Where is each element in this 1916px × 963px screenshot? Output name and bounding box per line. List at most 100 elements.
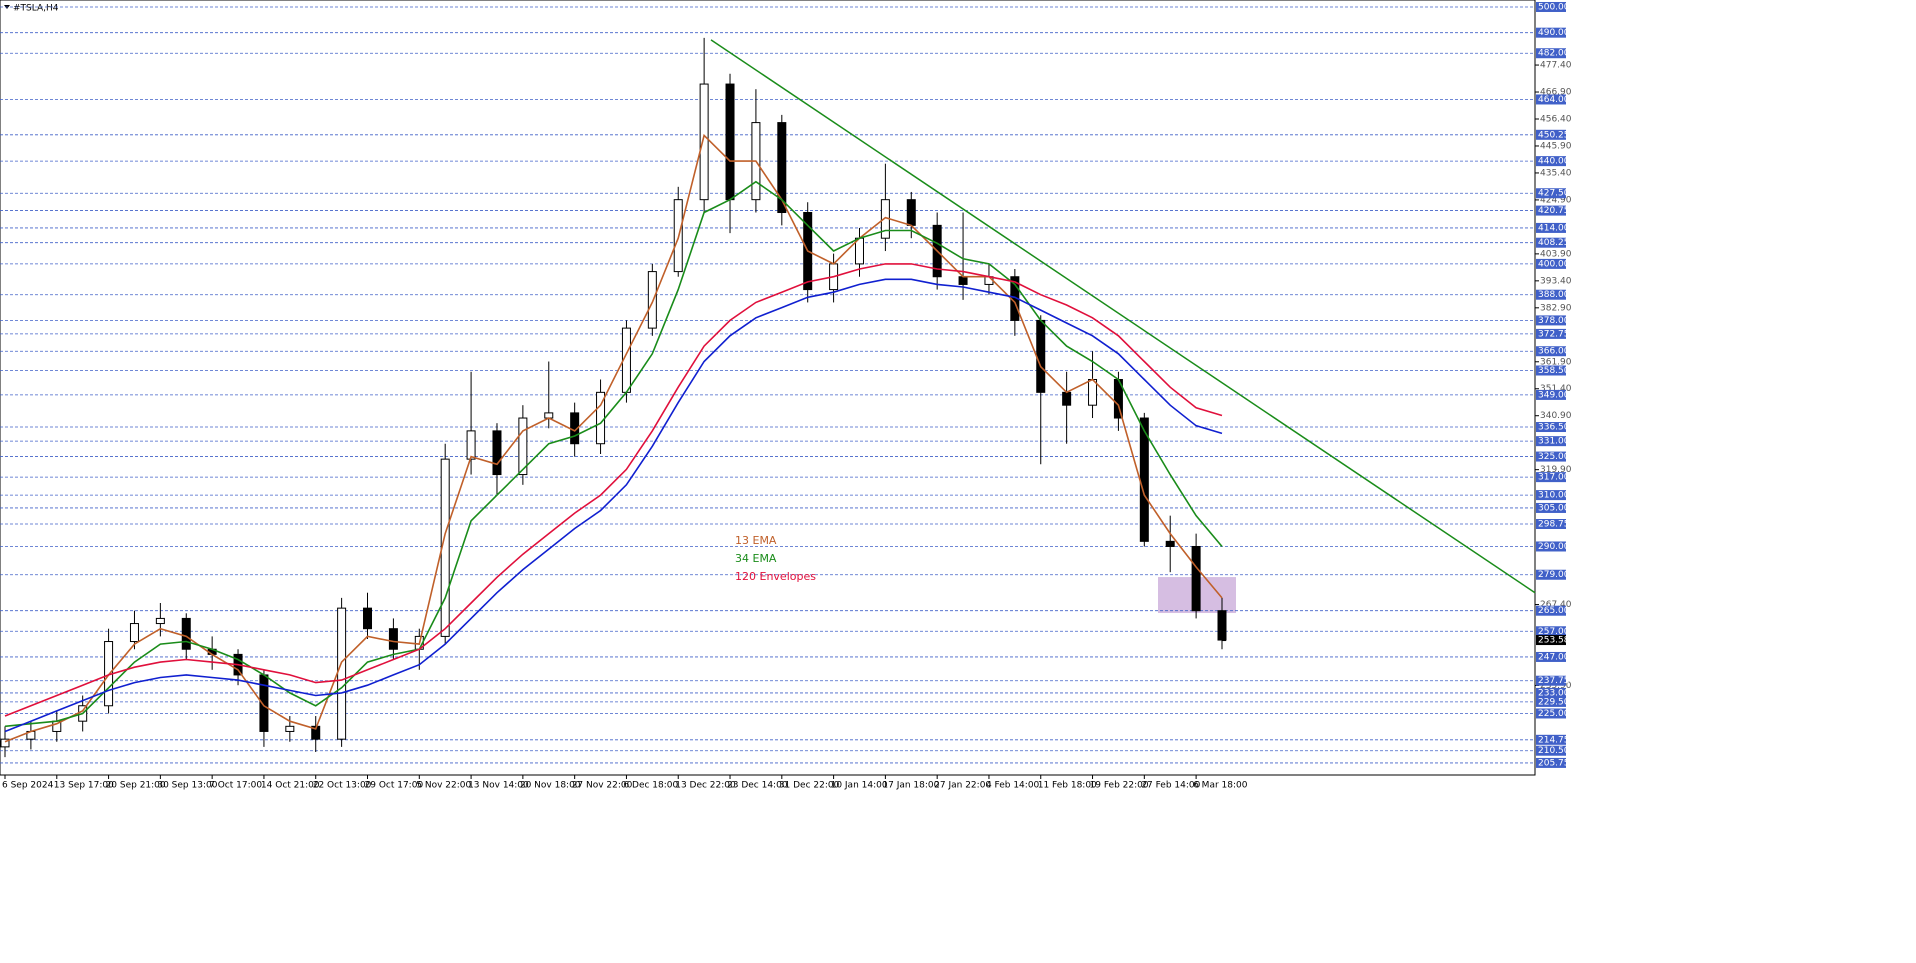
- level-label: 325.00: [1538, 452, 1570, 462]
- legend-label: 13 EMA: [735, 534, 777, 547]
- candle-body: [777, 122, 787, 214]
- x-tick-label: 17 Jan 18:00: [882, 781, 939, 791]
- level-box: [1536, 605, 1566, 616]
- x-tick-label: 27 Nov 22:00: [572, 781, 633, 791]
- y-tick-label: 319.90: [1540, 465, 1572, 475]
- level-label: 279.00: [1538, 570, 1570, 580]
- level-label: 214.75: [1538, 735, 1570, 745]
- y-tick-label: 382.90: [1540, 303, 1572, 313]
- candle-body: [1036, 319, 1046, 393]
- candle-body: [466, 430, 476, 460]
- level-box: [1536, 48, 1566, 59]
- level-box: [1536, 519, 1566, 530]
- level-box: [1536, 315, 1566, 326]
- x-tick-label: 22 Oct 13:00: [313, 781, 372, 791]
- candle-body: [181, 617, 191, 650]
- level-box: [1536, 651, 1566, 662]
- level-label: 305.00: [1538, 503, 1570, 513]
- level-label: 427.50: [1538, 189, 1570, 199]
- x-tick-label: 4 Feb 14:00: [986, 781, 1040, 791]
- indicator-line: [4, 133, 1223, 743]
- indicator-line: [4, 180, 1223, 728]
- level-box: [1536, 502, 1566, 513]
- candle-body: [958, 276, 968, 285]
- level-box: [1536, 27, 1566, 38]
- candle-body: [285, 725, 295, 732]
- level-box: [1536, 541, 1566, 552]
- y-tick-label: 361.90: [1540, 357, 1572, 367]
- y-tick-label: 403.90: [1540, 249, 1572, 259]
- x-tick-label: 20 Sep 21:00: [106, 781, 166, 791]
- candle-body: [337, 607, 347, 740]
- level-label: 205.75: [1538, 758, 1570, 768]
- candle-body: [1191, 545, 1201, 612]
- x-tick-label: 13 Dec 22:00: [675, 781, 736, 791]
- level-label: 317.00: [1538, 473, 1570, 483]
- level-label: 257.00: [1538, 627, 1570, 637]
- level-label: 233.00: [1538, 688, 1570, 698]
- level-box: [1536, 757, 1566, 768]
- level-label: 482.00: [1538, 49, 1570, 59]
- indicator-line: [4, 278, 1223, 733]
- candle-body: [906, 199, 916, 226]
- y-tick-label: 267.40: [1540, 600, 1572, 610]
- level-box: [1536, 734, 1566, 745]
- x-tick-label: 6 Dec 18:00: [623, 781, 678, 791]
- candle-body: [1217, 610, 1227, 641]
- candle-body: [311, 725, 321, 740]
- level-label: 366.00: [1538, 347, 1570, 357]
- level-box: [1536, 156, 1566, 167]
- x-tick-label: 30 Sep 13:00: [157, 781, 217, 791]
- x-tick-label: 7 Oct 17:00: [209, 781, 262, 791]
- trend-line: [710, 39, 1536, 594]
- y-tick-label: 235.90: [1540, 681, 1572, 691]
- candle-body: [1062, 391, 1072, 406]
- x-tick-label: 10 Jan 14:00: [831, 781, 888, 791]
- candle-body: [647, 271, 657, 329]
- level-box: [1536, 1, 1566, 12]
- level-box: [1536, 745, 1566, 756]
- level-label: 358.50: [1538, 366, 1570, 376]
- indicator-line: [4, 263, 1223, 717]
- candle-body: [492, 430, 502, 476]
- level-label: 336.50: [1538, 423, 1570, 433]
- level-box: [1536, 472, 1566, 483]
- y-tick-label: 424.90: [1540, 195, 1572, 205]
- x-tick-label: 6 Mar 18:00: [1193, 781, 1248, 791]
- y-tick-label: 466.90: [1540, 88, 1572, 98]
- x-tick-label: 19 Feb 22:00: [1090, 781, 1149, 791]
- level-label: 464.00: [1538, 95, 1570, 105]
- level-box: [1536, 222, 1566, 233]
- y-tick-label: 393.40: [1540, 276, 1572, 286]
- y-tick-label: 351.40: [1540, 384, 1572, 394]
- level-box: [1536, 328, 1566, 339]
- x-tick-label: 20 Nov 18:00: [520, 781, 581, 791]
- level-label: 500.00: [1538, 2, 1570, 12]
- level-box: [1536, 94, 1566, 105]
- level-label: 229.50: [1538, 697, 1570, 707]
- level-label: 388.00: [1538, 290, 1570, 300]
- last-price-label: 253.58: [1538, 636, 1570, 646]
- x-tick-label: 27 Feb 14:00: [1141, 781, 1200, 791]
- y-tick-label: 477.40: [1540, 61, 1572, 71]
- level-label: 414.00: [1538, 223, 1570, 233]
- level-box: [1536, 569, 1566, 580]
- level-label: 349.00: [1538, 390, 1570, 400]
- plot-frame: [0, 0, 1536, 776]
- chart-title: #TSLA,H4: [13, 4, 59, 14]
- level-box: [1536, 490, 1566, 501]
- level-box: [1536, 422, 1566, 433]
- x-tick-label: 23 Dec 14:00: [727, 781, 788, 791]
- x-tick-label: 13 Sep 17:00: [54, 781, 114, 791]
- level-box: [1536, 696, 1566, 707]
- legend-label: 120 Envelopes: [735, 570, 816, 583]
- level-label: 225.00: [1538, 709, 1570, 719]
- candle-body: [388, 628, 398, 650]
- level-label: 400.00: [1538, 259, 1570, 269]
- level-box: [1536, 129, 1566, 140]
- level-box: [1536, 675, 1566, 686]
- y-tick-label: 340.90: [1540, 411, 1572, 421]
- level-box: [1536, 687, 1566, 698]
- level-label: 440.00: [1538, 157, 1570, 167]
